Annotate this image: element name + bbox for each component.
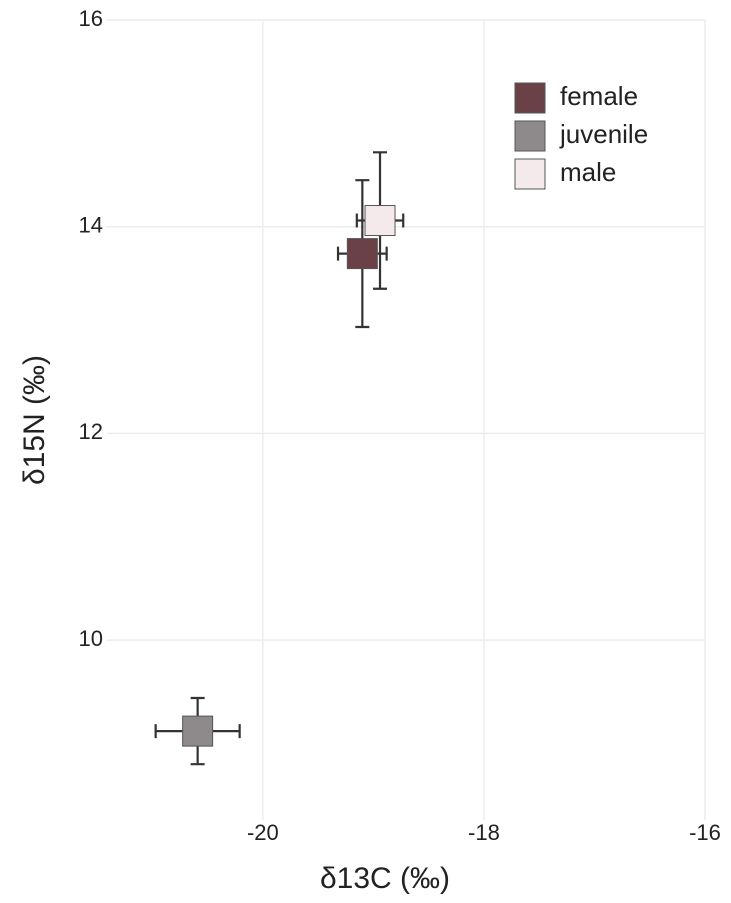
x-axis-title: δ13C (‰) bbox=[320, 862, 450, 895]
point bbox=[364, 205, 396, 237]
legend-swatch bbox=[514, 158, 546, 190]
y-tick-label: 10 bbox=[79, 626, 103, 651]
x-tick-label: -16 bbox=[689, 820, 721, 845]
x-tick-label: -18 bbox=[468, 820, 500, 845]
legend-swatch bbox=[514, 120, 546, 152]
point bbox=[182, 715, 214, 747]
legend-label: juvenile bbox=[559, 119, 648, 149]
y-tick-label: 12 bbox=[79, 419, 103, 444]
legend-label: male bbox=[560, 157, 616, 187]
y-axis-title: δ15N (‰) bbox=[18, 355, 51, 485]
y-tick-label: 16 bbox=[79, 6, 103, 31]
y-tick-label: 14 bbox=[79, 213, 103, 238]
legend-label: female bbox=[560, 81, 638, 111]
point bbox=[346, 238, 378, 270]
legend-swatch bbox=[514, 82, 546, 114]
x-tick-label: -20 bbox=[247, 820, 279, 845]
